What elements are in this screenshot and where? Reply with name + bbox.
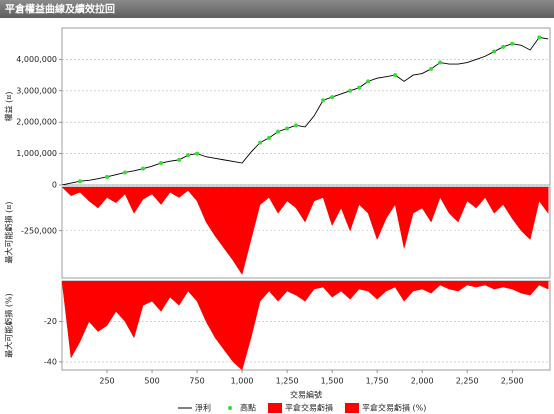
high-point xyxy=(537,35,542,40)
high-point xyxy=(393,73,398,78)
high-point xyxy=(258,140,263,145)
y-tick-label: -40 xyxy=(44,357,57,366)
legend-label: 平倉交易虧損 xyxy=(285,403,333,413)
x-tick-label: 250 xyxy=(99,377,114,386)
high-point xyxy=(492,49,497,54)
high-point xyxy=(141,166,146,171)
high-point xyxy=(501,44,506,49)
legend-label: 高點 xyxy=(240,403,256,413)
drawdown-area xyxy=(62,187,549,276)
high-point xyxy=(321,98,326,103)
y-tick-label: -250,000 xyxy=(21,226,57,235)
chart-title: 平倉權益曲線及績效拉回 xyxy=(5,3,115,16)
high-point xyxy=(285,126,290,131)
high-point xyxy=(177,157,182,162)
high-point xyxy=(123,170,128,175)
x-tick-label: 1,250 xyxy=(276,377,299,386)
high-point xyxy=(438,60,443,65)
legend-swatch xyxy=(268,403,282,413)
high-point xyxy=(366,79,371,84)
high-point xyxy=(429,66,434,71)
y-axis-label: 最大可能虧損 (%) xyxy=(4,293,14,357)
y-tick-label: -20 xyxy=(44,317,57,326)
high-point xyxy=(195,151,200,156)
y-axis-label: 最大可能虧損 (¤) xyxy=(4,202,14,264)
x-tick-label: 500 xyxy=(144,377,159,386)
plot-area xyxy=(61,27,551,186)
high-point xyxy=(78,179,83,184)
y-tick-label: 1,000,000 xyxy=(16,149,57,158)
x-tick-label: 1,500 xyxy=(321,377,344,386)
legend-label: 平倉交易虧損 (%) xyxy=(362,403,426,413)
drawdown-area xyxy=(62,281,549,370)
x-tick-label: 750 xyxy=(189,377,204,386)
high-point xyxy=(105,174,110,179)
y-axis-label: 權益 (¤) xyxy=(4,92,14,122)
x-tick-label: 2,000 xyxy=(411,377,434,386)
high-point xyxy=(510,41,515,46)
y-tick-label: 4,000,000 xyxy=(16,55,57,64)
high-point xyxy=(357,85,362,90)
x-tick-label: 2,500 xyxy=(501,377,524,386)
y-tick-label: 0 xyxy=(52,181,57,190)
x-tick-label: 1,750 xyxy=(366,377,389,386)
legend-label: 淨利 xyxy=(195,403,211,413)
high-point xyxy=(267,135,272,140)
x-axis-label: 交易編號 xyxy=(290,390,322,400)
high-point xyxy=(330,95,335,100)
title-bar xyxy=(0,0,554,18)
high-point xyxy=(348,88,353,93)
x-tick-label: 2,250 xyxy=(456,377,479,386)
high-point xyxy=(186,153,191,158)
y-tick-label: 2,000,000 xyxy=(16,118,57,127)
legend-swatch xyxy=(228,406,232,410)
y-tick-label: 3,000,000 xyxy=(16,86,57,95)
x-tick-label: 1,000 xyxy=(231,377,254,386)
legend-swatch xyxy=(345,403,359,413)
high-point xyxy=(159,161,164,166)
high-point xyxy=(276,129,281,134)
high-point xyxy=(294,123,299,128)
